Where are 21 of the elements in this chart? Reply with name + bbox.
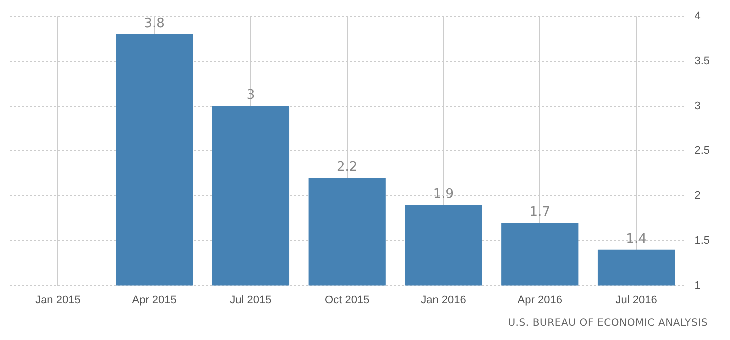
x-tick-label: Jul 2016: [616, 294, 658, 306]
text: U.S. BUREAU OF ECONOMIC ANALYSIS: [508, 318, 708, 329]
x-tick-label: Jan 2016: [421, 294, 466, 306]
x-tick-label: Jan 2015: [36, 294, 81, 306]
y-tick-label: 1.5: [694, 234, 710, 247]
data-label: 2.2: [337, 160, 358, 175]
y-tick-label: 3.5: [694, 56, 710, 68]
y-tick-label: 3: [694, 100, 701, 112]
y-tick-label: 2: [694, 190, 701, 202]
y-tick-label: 4: [694, 10, 701, 23]
x-tick-label: Jul 2015: [230, 294, 272, 306]
y-tick-label: 1: [694, 280, 701, 292]
x-tick-label: Apr 2016: [518, 294, 562, 306]
data-label: 3: [246, 88, 256, 104]
data-label: 1.9: [433, 186, 454, 202]
x-tick-label: Oct 2015: [325, 294, 370, 306]
data-label: 1.4: [626, 232, 647, 247]
y-tick-label: 2.5: [694, 145, 710, 158]
data-label: 1.7: [530, 204, 550, 220]
data-label: 3.8: [144, 16, 165, 32]
x-tick-label: Apr 2015: [132, 294, 177, 306]
